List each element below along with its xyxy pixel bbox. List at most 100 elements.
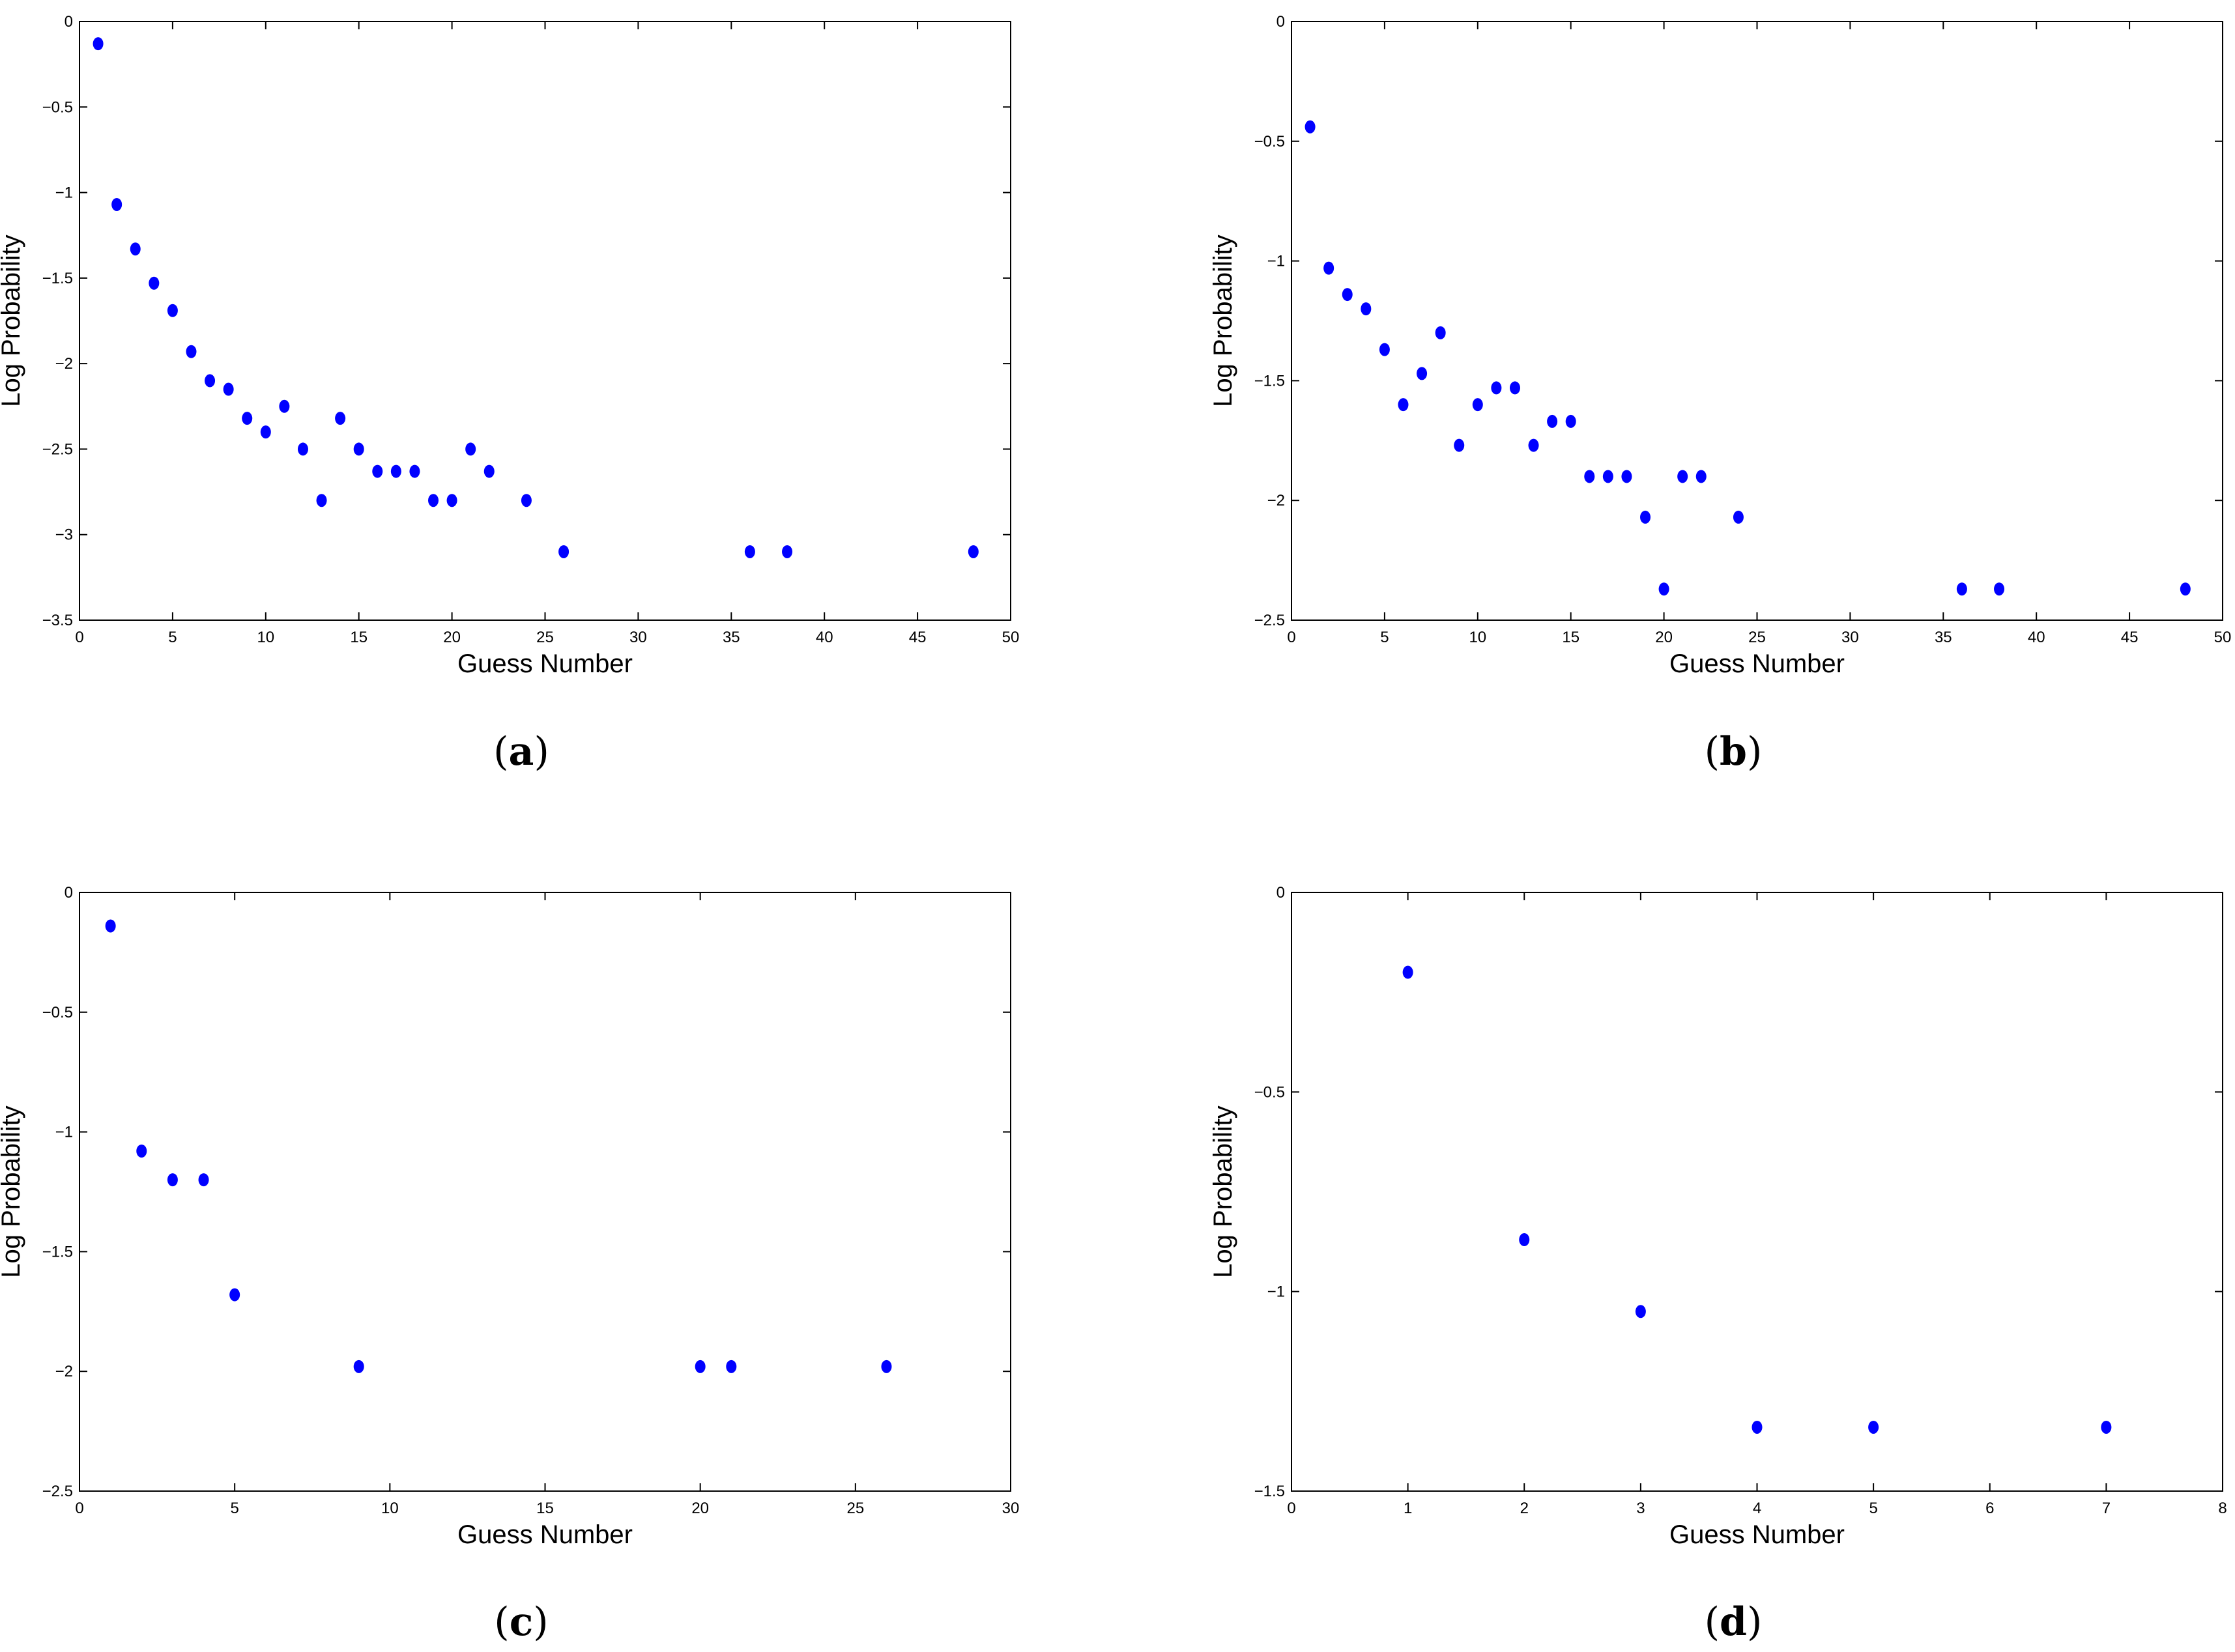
x-tick-label: 0 [75,629,83,646]
caption-close: ) [534,729,549,775]
y-tick-label: −0.5 [42,1004,73,1021]
data-point [372,464,383,478]
x-tick-label: 25 [536,629,554,646]
x-tick-label: 1 [1404,1500,1412,1517]
y-tick-label: 0 [65,13,73,31]
panel-a: 0 5 10 15 20 25 30 35 40 45 50 0 −0.5 −1 −1.5 −2 −2.5 −3 −… [0,13,1019,775]
data-point [167,304,178,317]
data-point [1621,470,1632,483]
data-point [316,494,327,507]
x-tick-label: 5 [1380,629,1389,646]
panel-caption: (a) [493,729,549,775]
data-point [1752,1420,1763,1434]
data-point [136,1145,147,1158]
data-point [1454,438,1465,452]
data-point [1491,381,1502,395]
data-point [1361,302,1372,316]
data-point [465,442,476,456]
x-tick-label: 10 [1469,629,1486,646]
y-tick-label: −2.5 [42,440,73,458]
data-point [558,545,570,558]
data-point [1547,414,1558,428]
x-tick-label: 20 [691,1500,709,1517]
y-axis-label: Log Probability [0,1105,25,1278]
caption-letter: c [510,1599,534,1645]
data-point [2101,1420,2112,1434]
data-point [521,494,532,507]
panel-caption: (b) [1705,729,1763,775]
panel-c: 0 5 10 15 20 25 30 0 −0.5 −1 −1.5 −2 −2.5 Guess Numbe… [0,884,1019,1645]
data-point [297,442,308,456]
data-point [446,494,457,507]
data-point [1342,288,1353,302]
data-point [1528,438,1539,452]
caption-open: ( [1705,729,1720,775]
data-point [782,545,793,558]
data-point [881,1360,892,1373]
data-point [483,464,495,478]
y-tick-label: −3 [55,526,73,544]
y-axis-label: Log Probability [0,235,25,407]
x-tick-label: 15 [1562,629,1579,646]
x-tick-label: 2 [1520,1500,1529,1517]
x-tick-label: 10 [381,1500,399,1517]
data-point [260,425,271,439]
x-axis-label: Guess Number [457,1520,633,1549]
data-point [1379,343,1390,356]
data-point [1565,414,1576,428]
y-tick-label: −1 [1267,1283,1285,1301]
data-point [1472,398,1483,412]
caption-open: ( [494,1599,509,1645]
panel-b: 0 5 10 15 20 25 30 35 40 45 50 0 −0.5 −1 −1.5 −2 −2.5 Gue… [1209,13,2231,775]
plot-frame [1291,892,2223,1492]
data-point [223,382,234,396]
data-point [205,374,216,388]
y-tick-label: −2 [1267,492,1285,509]
data-point [130,242,141,256]
data-point [744,545,755,558]
x-tick-label: 0 [75,1500,83,1517]
data-point [390,464,401,478]
x-tick-label: 4 [1753,1500,1761,1517]
y-tick-label: −0.5 [1254,1083,1285,1101]
data-point [1695,470,1707,483]
caption-open: ( [1705,1599,1720,1645]
y-tick-label: −1 [1267,253,1285,270]
x-tick-label: 25 [1748,629,1766,646]
data-point [1956,582,1967,596]
caption-close: ) [1747,1599,1762,1645]
x-tick-label: 8 [2218,1500,2227,1517]
data-point [726,1360,737,1373]
data-point [353,1360,364,1373]
data-point [1658,582,1669,596]
y-tick-label: −1 [55,1124,73,1141]
x-axis-label: Guess Number [1669,649,1845,678]
y-tick-label: −1.5 [1254,1483,1285,1500]
data-point [93,37,104,51]
y-tick-label: −0.5 [1254,133,1285,150]
y-tick-label: −2 [55,355,73,373]
data-point [242,412,253,425]
data-point [1305,120,1316,134]
data-point [1733,510,1744,524]
y-tick-label: −1.5 [42,1243,73,1260]
data-point [335,412,346,425]
x-tick-label: 40 [2028,629,2045,646]
data-point [1402,965,1413,979]
data-point [2180,582,2191,596]
data-point [695,1360,706,1373]
data-point [149,276,160,290]
x-tick-label: 40 [816,629,833,646]
data-point [1868,1420,1879,1434]
x-tick-label: 6 [1985,1500,1994,1517]
y-tick-label: −0.5 [42,98,73,116]
data-point [1640,510,1651,524]
x-tick-label: 7 [2102,1500,2111,1517]
caption-close: ) [533,1599,548,1645]
x-axis-label: Guess Number [457,649,633,678]
x-tick-label: 5 [230,1500,238,1517]
x-tick-label: 0 [1287,629,1295,646]
y-axis-label: Log Probability [1209,1105,1237,1278]
x-tick-label: 45 [2121,629,2139,646]
data-point [428,494,439,507]
